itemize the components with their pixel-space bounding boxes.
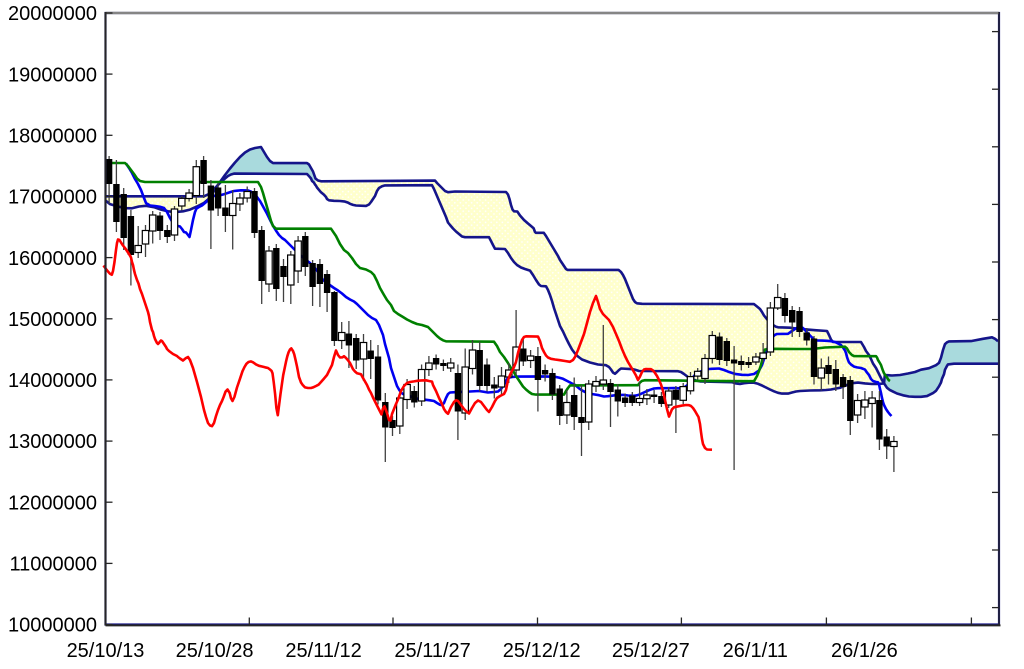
svg-text:10000000: 10000000 (8, 615, 97, 637)
svg-text:12000000: 12000000 (8, 492, 97, 514)
svg-text:25/10/28: 25/10/28 (176, 640, 254, 662)
svg-text:13000000: 13000000 (8, 431, 97, 453)
svg-text:14000000: 14000000 (8, 370, 97, 392)
svg-text:25/10/13: 25/10/13 (67, 640, 145, 662)
svg-text:25/11/12: 25/11/12 (285, 640, 361, 662)
svg-text:20000000: 20000000 (8, 3, 97, 25)
svg-text:15000000: 15000000 (8, 309, 97, 331)
svg-text:18000000: 18000000 (8, 126, 97, 148)
svg-text:25/12/27: 25/12/27 (612, 640, 690, 662)
svg-text:26/1/26: 26/1/26 (831, 640, 898, 662)
svg-text:16000000: 16000000 (8, 248, 97, 270)
svg-text:17000000: 17000000 (8, 187, 97, 209)
svg-text:25/11/27: 25/11/27 (394, 640, 470, 662)
svg-text:25/12/12: 25/12/12 (503, 640, 581, 662)
svg-text:11000000: 11000000 (10, 554, 98, 576)
svg-text:19000000: 19000000 (8, 64, 97, 86)
svg-text:26/1/11: 26/1/11 (723, 640, 788, 662)
